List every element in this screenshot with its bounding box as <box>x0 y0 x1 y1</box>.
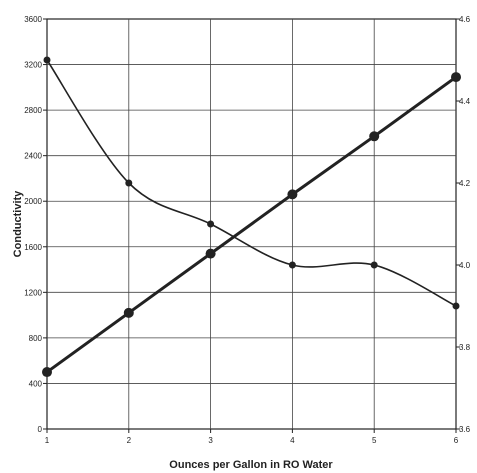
y2-tick-label: 4.2 <box>459 179 471 188</box>
series-point-2 <box>452 302 460 310</box>
series-point-1 <box>205 248 216 259</box>
y-tick-label: 3600 <box>24 15 42 24</box>
series-group <box>42 56 461 378</box>
series-point-1 <box>369 131 380 142</box>
series-point-1 <box>42 367 52 378</box>
series-point-1 <box>123 307 134 318</box>
series-line-2 <box>46 59 457 307</box>
x-axis-title: Ounces per Gallon in RO Water <box>169 459 333 471</box>
series-point-2 <box>288 261 296 269</box>
y-tick-label: 3200 <box>24 61 42 70</box>
series-point-2 <box>370 261 378 269</box>
series-line-1 <box>46 75 457 374</box>
series-point-1 <box>451 72 461 83</box>
y-tick-label: 0 <box>38 425 43 434</box>
y-tick-label: 2000 <box>24 197 42 206</box>
y-tick-label: 800 <box>29 334 43 343</box>
series-point-2 <box>207 220 215 228</box>
series-point-2 <box>125 179 133 187</box>
y-axis-title: Conductivity <box>12 190 24 257</box>
left-axis-ticks: 0 400 800 1200 1600 2000 2400 2800 3200 3600 <box>24 15 47 434</box>
right-axis-ticks: 3.6 3.8 4.0 4.2 4.4 4.6 <box>456 15 471 434</box>
y2-tick-label: 4.4 <box>459 97 471 106</box>
x-tick-label: 3 <box>208 436 213 445</box>
x-tick-label: 6 <box>454 436 459 445</box>
y-tick-label: 400 <box>29 379 43 388</box>
x-axis-ticks: 1 2 3 4 5 6 <box>45 429 459 445</box>
series-point-2 <box>43 56 51 64</box>
series-point-1 <box>287 189 298 200</box>
y-tick-label: 2400 <box>24 152 42 161</box>
y-tick-label: 1600 <box>24 243 42 252</box>
y2-tick-label: 4.6 <box>459 15 471 24</box>
y-tick-label: 2800 <box>24 106 42 115</box>
y2-tick-label: 4.0 <box>459 261 471 270</box>
x-tick-label: 4 <box>290 436 295 445</box>
y2-tick-label: 3.6 <box>459 425 471 434</box>
x-tick-label: 5 <box>372 436 377 445</box>
y2-tick-label: 3.8 <box>459 343 471 352</box>
x-tick-label: 1 <box>45 436 50 445</box>
y-tick-label: 1200 <box>24 288 42 297</box>
x-tick-label: 2 <box>127 436 132 445</box>
